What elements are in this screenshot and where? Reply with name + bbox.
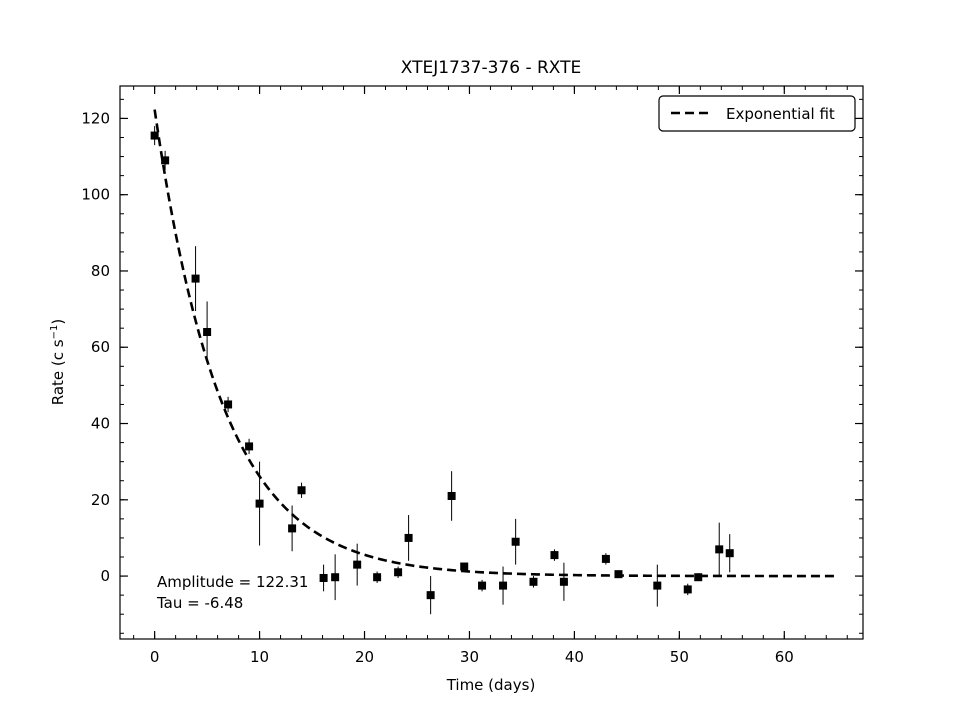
axis-ticks: [120, 86, 863, 639]
data-point: [715, 545, 724, 554]
fit-annotation-tau: Tau = -6.48: [156, 594, 243, 612]
data-point: [499, 581, 508, 590]
x-tick-label: 60: [775, 648, 794, 666]
fit-annotation-amplitude: Amplitude = 122.31: [157, 573, 308, 591]
data-point: [559, 577, 568, 586]
legend-label: Exponential fit: [726, 105, 835, 123]
y-tick-label: 60: [91, 338, 110, 356]
data-point: [601, 554, 610, 563]
data-point: [653, 581, 662, 590]
data-point: [460, 562, 469, 571]
data-point: [224, 400, 233, 409]
data-point: [394, 568, 403, 577]
data-point: [288, 524, 297, 533]
data-points: [150, 126, 734, 615]
data-point: [353, 560, 362, 569]
x-tick-label: 20: [355, 648, 374, 666]
plot-frame: [119, 85, 864, 640]
x-tick-label: 0: [150, 648, 160, 666]
y-tick-label: 0: [100, 567, 110, 585]
axis-tick-labels: 0 10 20 30 40 50 60 0 20 40 60 80 100 120: [81, 109, 793, 666]
data-point: [161, 156, 170, 165]
data-point: [297, 486, 306, 495]
data-point: [191, 274, 200, 283]
x-tick-label: 30: [460, 648, 479, 666]
data-point: [319, 573, 328, 582]
x-tick-label: 40: [565, 648, 584, 666]
data-point: [203, 327, 212, 336]
plot-area: [150, 109, 836, 615]
y-axis-label-base: Rate (c s: [49, 339, 67, 405]
y-tick-label: 80: [91, 262, 110, 280]
y-tick-label: 120: [81, 109, 110, 127]
data-point: [447, 491, 456, 500]
data-point: [426, 591, 435, 600]
x-tick-label: 10: [250, 648, 269, 666]
y-tick-label: 20: [91, 491, 110, 509]
y-tick-label: 40: [91, 415, 110, 433]
data-point: [529, 577, 538, 586]
y-axis-label-exponent: −1: [49, 325, 60, 340]
y-axis-label: Rate (c s−1): [49, 319, 67, 405]
exponential-fit-curve: [153, 109, 836, 578]
data-point: [614, 570, 623, 579]
data-point: [478, 581, 487, 590]
data-point: [255, 499, 264, 508]
data-point: [694, 573, 703, 582]
data-point: [511, 537, 520, 546]
y-tick-label: 100: [81, 186, 110, 204]
data-point: [373, 573, 382, 582]
legend: Exponential fit: [658, 95, 856, 132]
chart-title: XTEJ1737-376 - RXTE: [401, 58, 582, 78]
data-point: [683, 585, 692, 594]
legend-box: [658, 95, 856, 132]
x-tick-label: 50: [670, 648, 689, 666]
x-axis-label: Time (days): [446, 676, 536, 694]
data-point: [550, 551, 559, 560]
y-axis-label-close: ): [49, 319, 67, 325]
data-point: [331, 573, 340, 582]
data-point: [404, 533, 413, 542]
data-point: [245, 442, 254, 451]
data-point: [150, 131, 159, 140]
data-point: [725, 549, 734, 558]
